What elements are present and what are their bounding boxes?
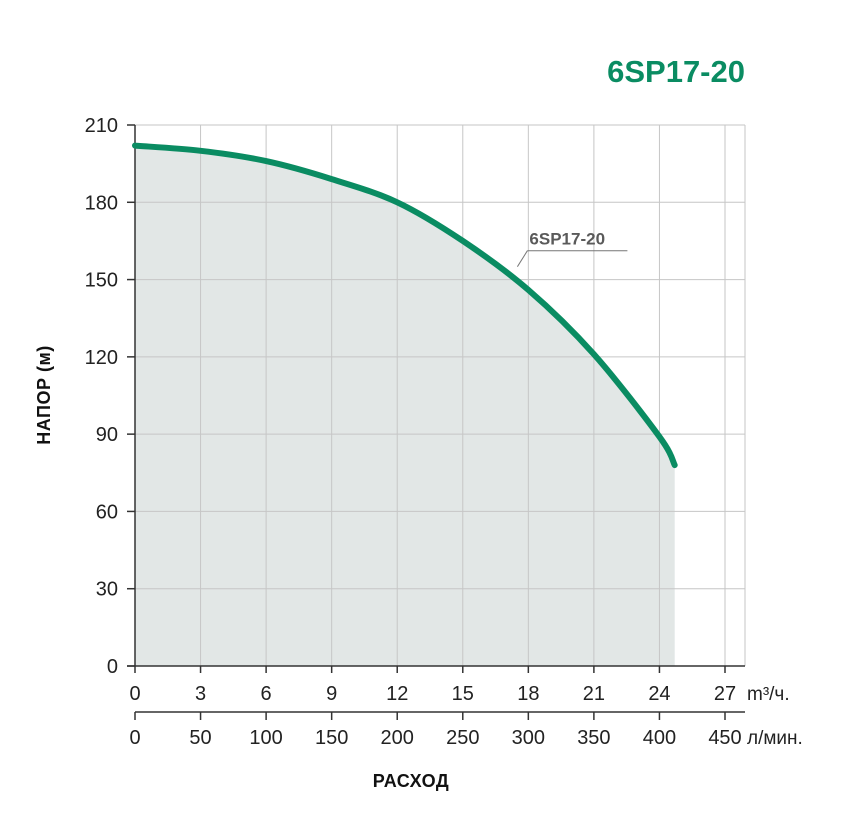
y-tick-label-90: 90: [96, 424, 118, 446]
x-axis-ticks-secondary: 0 50 100 150 200 250 300 350 400 450: [129, 712, 742, 749]
series-curve-6SP17-20: [132, 142, 678, 469]
x-tick-label-15: 15: [452, 683, 474, 705]
x-tick-label-12: 12: [386, 683, 408, 705]
x-tick-label-18: 18: [517, 683, 539, 705]
series-callout: 6SP17-20: [516, 230, 628, 267]
x2-tick-label-350: 350: [577, 727, 610, 749]
x2-tick-label-200: 200: [381, 727, 414, 749]
x-tick-label-9: 9: [326, 683, 337, 705]
y-tick-label-180: 180: [85, 192, 118, 214]
x-tick-label-6: 6: [261, 683, 272, 705]
x-tick-label-21: 21: [583, 683, 605, 705]
y-tick-label-120: 120: [85, 347, 118, 369]
curve-area-fill: [135, 145, 675, 667]
y-tick-label-30: 30: [96, 579, 118, 601]
x-tick-label-3: 3: [195, 683, 206, 705]
x-tick-label-0: 0: [129, 683, 140, 705]
y-tick-label-0: 0: [107, 656, 118, 678]
x-unit-primary: m³/ч.: [747, 684, 790, 705]
axes: [127, 125, 745, 713]
x2-tick-label-50: 50: [189, 727, 211, 749]
x-unit-secondary: л/мин.: [747, 728, 803, 749]
x2-tick-label-400: 400: [643, 727, 676, 749]
callout-leader-line: [516, 250, 528, 267]
x-axis-title: РАСХОД: [373, 771, 449, 791]
x2-tick-label-150: 150: [315, 727, 348, 749]
x2-tick-label-300: 300: [512, 727, 545, 749]
x2-tick-label-250: 250: [446, 727, 479, 749]
chart-title: 6SP17-20: [607, 54, 745, 89]
x-tick-label-24: 24: [648, 683, 670, 705]
y-axis-title: НАПОР (м): [34, 345, 54, 445]
y-tick-label-210: 210: [85, 115, 118, 137]
x2-tick-label-450: 450: [708, 727, 741, 749]
y-tick-label-60: 60: [96, 501, 118, 523]
x2-tick-label-100: 100: [249, 727, 282, 749]
x2-tick-label-0: 0: [129, 727, 140, 749]
series-label: 6SP17-20: [529, 230, 605, 249]
x-tick-label-27: 27: [714, 683, 736, 705]
y-axis-ticks: 0 30 60 90 120 150 180 210: [85, 115, 135, 678]
y-tick-label-150: 150: [85, 270, 118, 292]
x-axis-ticks-primary: 0 3 6 9 12 15 18 21 24 27: [129, 666, 736, 705]
